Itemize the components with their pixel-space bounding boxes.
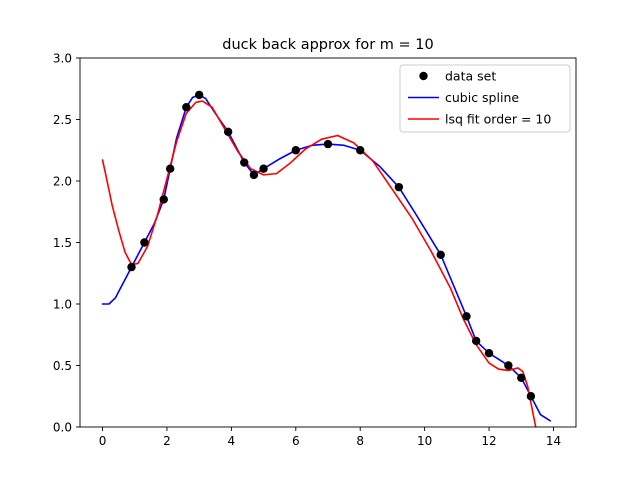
x-tick-label: 12 [481, 434, 496, 448]
data-point [436, 250, 445, 259]
series-line-2 [101, 100, 537, 427]
data-point [249, 170, 259, 180]
legend: data set cubic spline lsq fit order = 10 [399, 64, 571, 133]
x-tick-label: 6 [292, 434, 300, 448]
data-point [462, 312, 471, 321]
y-tick-label: 0.5 [53, 359, 72, 373]
legend-label: lsq fit order = 10 [445, 112, 551, 127]
y-tick-label: 3.0 [53, 52, 72, 66]
data-point [394, 182, 404, 192]
data-point [182, 103, 191, 112]
data-point [240, 158, 249, 167]
data-point [291, 146, 300, 155]
legend-marker-0 [419, 71, 428, 81]
y-tick-label: 0.0 [53, 421, 72, 435]
plot-area [101, 90, 552, 427]
data-point [165, 164, 175, 173]
data-point [259, 164, 268, 173]
axes: 0 2 4 6 8 10 12 14 0.0 0.5 1.0 1.5 2.0 2.5 3.0 [53, 52, 577, 448]
y-tick-label: 2.5 [53, 113, 72, 127]
x-tick-label: 0 [99, 434, 107, 448]
x-tick-label: 10 [417, 434, 432, 448]
y-tick-label: 1.5 [53, 236, 72, 250]
legend-label: data set [445, 69, 496, 84]
x-tick-label: 8 [356, 434, 364, 448]
data-point [484, 349, 494, 358]
data-point [223, 127, 233, 136]
legend-label: cubic spline [445, 90, 519, 105]
data-point [517, 373, 526, 382]
data-point [526, 392, 536, 401]
data-point [140, 238, 149, 247]
data-point [127, 262, 136, 272]
chart-title: duck back approx for m = 10 [222, 37, 433, 53]
x-tick-label: 4 [228, 434, 236, 448]
data-point [159, 195, 168, 204]
x-tick-label: 2 [163, 434, 171, 448]
data-point [504, 361, 513, 370]
data-point [194, 90, 204, 100]
y-tick-label: 2.0 [53, 175, 72, 189]
legend-box [399, 64, 571, 133]
x-tick-label: 14 [546, 434, 561, 448]
y-tick-label: 1.0 [53, 298, 72, 312]
data-point [323, 139, 333, 149]
data-point [356, 146, 365, 155]
data-point [471, 336, 481, 346]
